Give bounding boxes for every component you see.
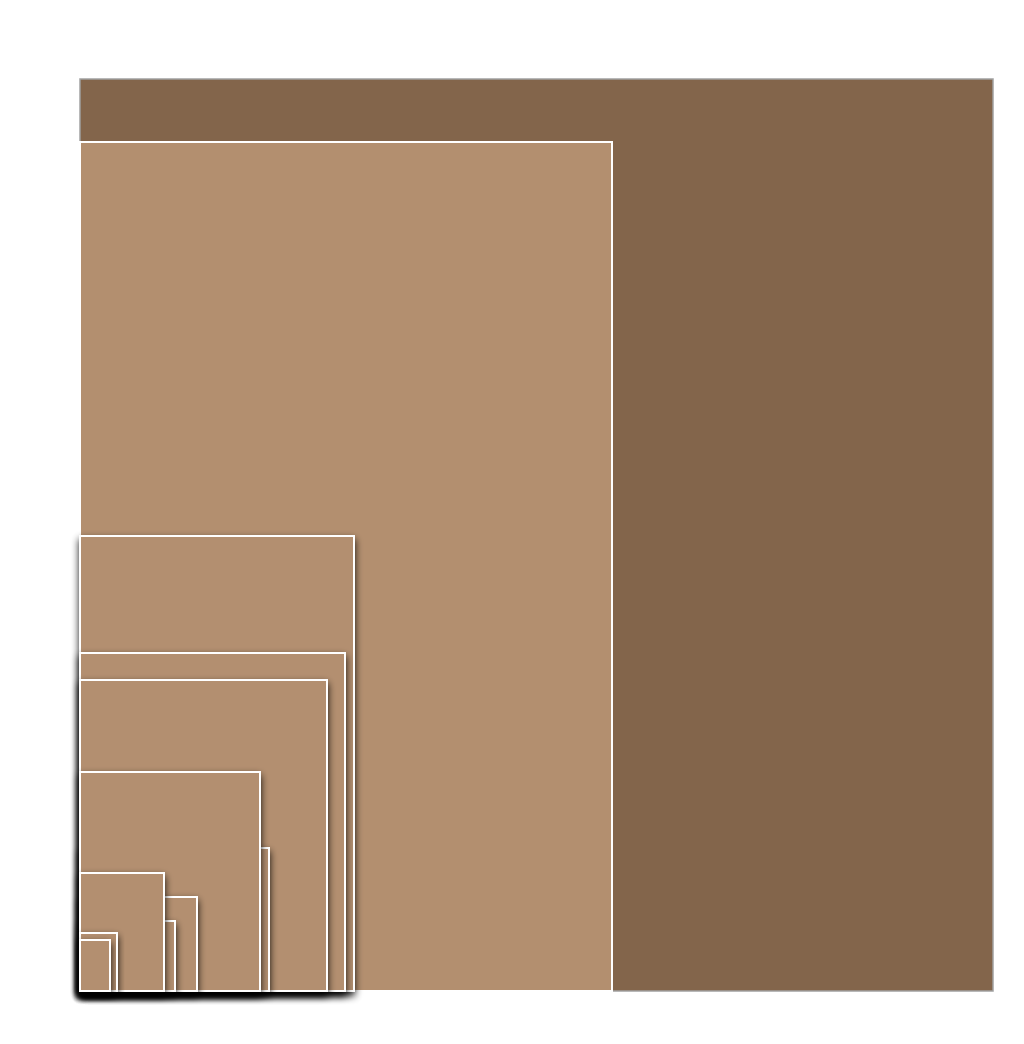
nested-rectangle-11	[79, 939, 111, 992]
